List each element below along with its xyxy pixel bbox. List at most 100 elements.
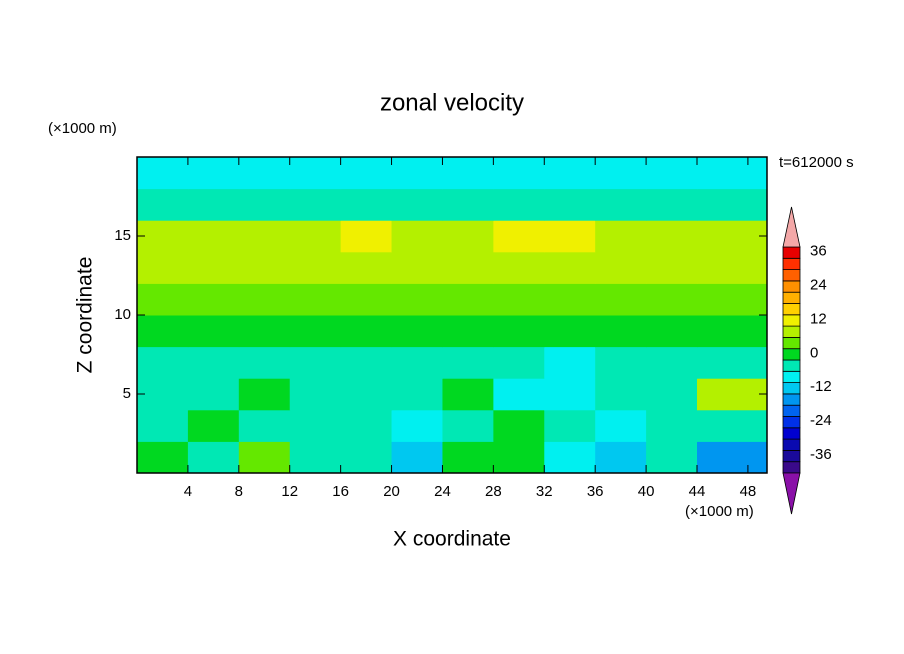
field-cell	[391, 441, 443, 474]
field-cell	[544, 409, 596, 442]
chart-title: zonal velocity	[380, 89, 524, 116]
field-cell	[289, 441, 342, 474]
colorbar-box	[782, 246, 801, 259]
field-cell	[493, 283, 545, 316]
field-cell	[289, 220, 342, 253]
field-cell	[137, 251, 189, 284]
field-cell	[697, 157, 768, 190]
x-axis-label: X coordinate	[393, 528, 511, 551]
x-tick-label: 44	[689, 483, 706, 500]
field-cell	[391, 315, 443, 348]
field-cell	[289, 378, 342, 411]
colorbar-box	[782, 359, 801, 372]
colorbar-box	[782, 291, 801, 304]
field-cell	[544, 220, 596, 253]
field-cell	[340, 220, 393, 253]
field-cell	[391, 283, 443, 316]
field-cell	[646, 441, 698, 474]
field-cell	[595, 346, 647, 379]
field-cell	[238, 378, 291, 411]
field-cell	[238, 346, 291, 379]
x-tick-label: 24	[434, 483, 451, 500]
x-tick-label: 32	[536, 483, 553, 500]
field-cell	[187, 283, 240, 316]
colorbar-tick-label: 24	[810, 277, 827, 294]
x-tick-label: 20	[383, 483, 400, 500]
field-cell	[493, 251, 545, 284]
colorbar-tick-label: -36	[810, 446, 832, 463]
y-tick-label: 5	[123, 385, 131, 402]
field-cell	[238, 157, 291, 190]
field-cell	[493, 157, 545, 190]
field-cell	[238, 409, 291, 442]
field-cell	[187, 315, 240, 348]
field-cell	[391, 251, 443, 284]
field-cell	[187, 346, 240, 379]
colorbar-over	[782, 206, 801, 248]
field-cell	[646, 346, 698, 379]
field-cell	[493, 346, 545, 379]
field-cell	[340, 188, 393, 221]
field-cell	[137, 346, 189, 379]
colorbar-box	[782, 336, 801, 350]
x-tick-label: 48	[740, 483, 757, 500]
field-cell	[697, 315, 768, 348]
field-cell	[595, 220, 647, 253]
field	[137, 157, 768, 474]
colorbar-box	[782, 416, 801, 429]
field-cell	[340, 346, 393, 379]
field-cell	[137, 220, 189, 253]
field-cell	[442, 251, 494, 284]
field-cell	[137, 188, 189, 221]
field-cell	[697, 283, 768, 316]
field-cell	[544, 441, 596, 474]
field-cell	[646, 188, 698, 221]
field-cell	[238, 283, 291, 316]
field-cell	[646, 378, 698, 411]
field-cell	[442, 283, 494, 316]
colorbar-box	[782, 370, 801, 383]
colorbar-box	[782, 348, 801, 361]
field-cell	[697, 409, 768, 442]
field-cell	[137, 441, 189, 474]
field-cell	[187, 188, 240, 221]
field-cell	[697, 188, 768, 221]
field-cell	[289, 157, 342, 190]
field-cell	[595, 188, 647, 221]
field-cell	[697, 220, 768, 253]
field-cell	[340, 409, 393, 442]
field-cell	[544, 283, 596, 316]
axes: 4 8 12 16 20 24 28 32 36 40 44 48510153624120-12-24…	[114, 156, 832, 515]
field-cell	[137, 315, 189, 348]
field-cell	[646, 315, 698, 348]
field-cell	[187, 220, 240, 253]
field-cell	[646, 251, 698, 284]
field-cell	[493, 378, 545, 411]
field-cell	[442, 441, 494, 474]
field-cell	[544, 188, 596, 221]
colorbar-box	[782, 382, 801, 395]
field-cell	[340, 441, 393, 474]
field-cell	[493, 441, 545, 474]
colorbar-box	[782, 314, 801, 327]
y-axis-label: Z coordinate	[74, 257, 97, 374]
field-cell	[391, 409, 443, 442]
field-cell	[595, 409, 647, 442]
field-cell	[595, 441, 647, 474]
field-cell	[340, 378, 393, 411]
field-cell	[137, 157, 189, 190]
x-tick-label: 40	[638, 483, 655, 500]
colorbar-box	[782, 461, 801, 474]
field-cell	[544, 315, 596, 348]
field-cell	[238, 251, 291, 284]
field-cell	[340, 315, 393, 348]
field-cell	[289, 251, 342, 284]
field-cell	[238, 441, 291, 474]
field-cell	[238, 315, 291, 348]
field-cell	[544, 157, 596, 190]
field-cell	[137, 409, 189, 442]
colorbar-box	[782, 280, 801, 293]
field-cell	[595, 283, 647, 316]
x-tick-label: 16	[332, 483, 349, 500]
